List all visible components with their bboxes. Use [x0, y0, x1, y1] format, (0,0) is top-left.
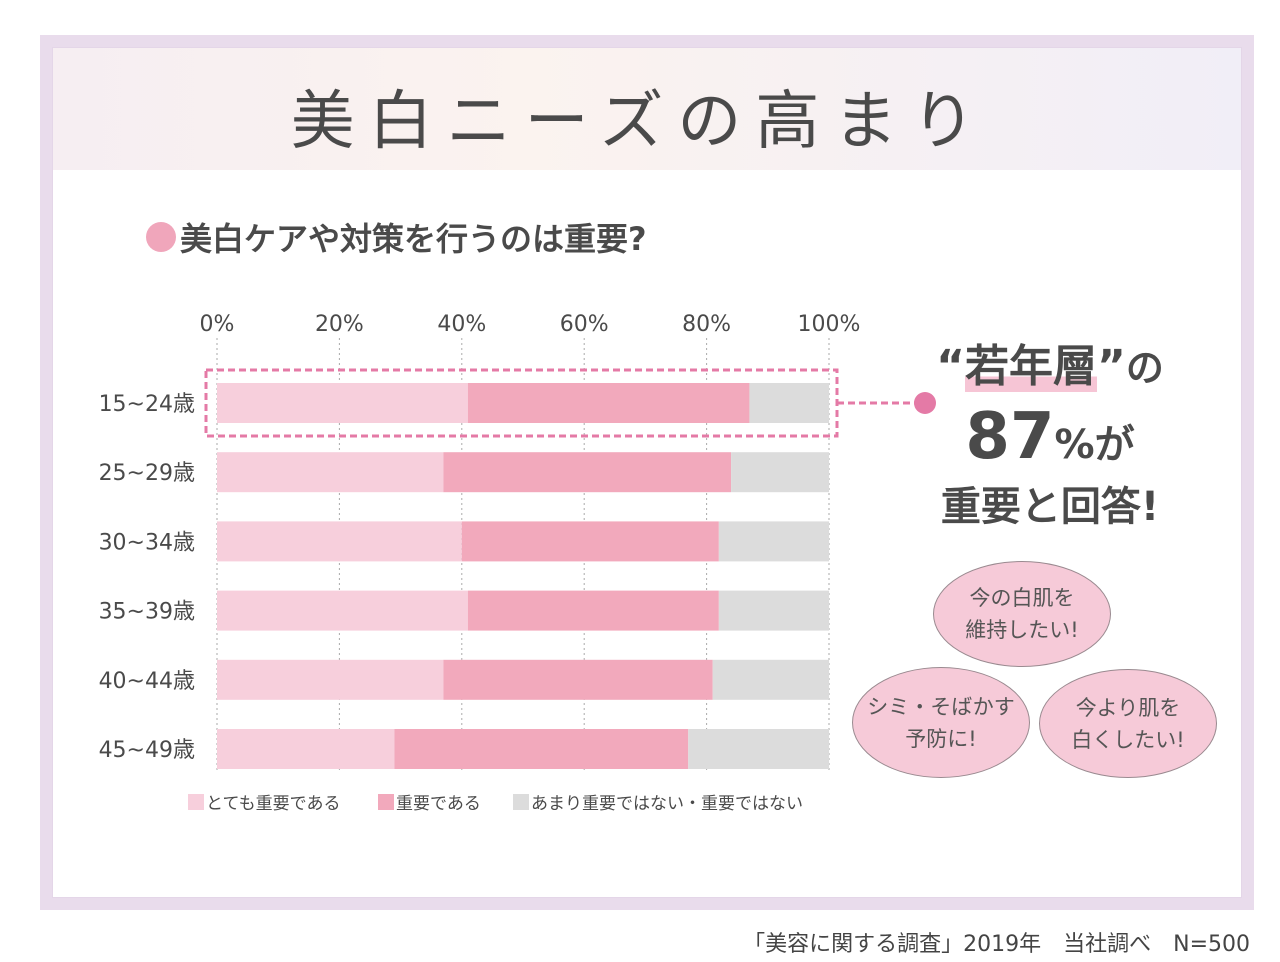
speech-bubble: 今の白肌を維持したい! — [933, 561, 1111, 667]
bar-segment — [731, 452, 829, 493]
bar-segment — [749, 383, 829, 423]
bar-segment — [718, 590, 829, 631]
speech-bubble: 今より肌を白くしたい! — [1039, 669, 1217, 778]
callout-suffix: の — [1125, 346, 1164, 390]
bar-segment — [217, 383, 468, 423]
bar-segment — [217, 521, 462, 562]
quote-close: ” — [1096, 341, 1126, 392]
subtitle-text: 美白ケアや対策を行うのは重要? — [180, 220, 647, 258]
bar-segment — [718, 521, 829, 562]
bullet-dot-icon — [146, 222, 176, 252]
y-category-label: 35~39歳 — [99, 600, 195, 625]
bar-segment — [461, 521, 719, 562]
bubble-text: シミ・そばかす — [867, 694, 1015, 719]
bubble-text: 白くしたい! — [1071, 727, 1185, 752]
bar-segment — [217, 590, 468, 631]
y-category-label: 45~49歳 — [99, 738, 195, 763]
title-band — [53, 48, 1241, 170]
callout-highlight-word: 若年層 — [964, 341, 1097, 392]
callout-line1: “若年層”の — [900, 330, 1200, 394]
x-tick-label: 100% — [798, 312, 861, 337]
page-title: 美白ニーズの高まり — [290, 85, 990, 159]
bubble-text: 予防に! — [905, 726, 977, 751]
x-tick-label: 20% — [315, 312, 364, 337]
bar-segment — [467, 590, 719, 631]
bar-segment — [217, 729, 395, 769]
bubble-text: 今の白肌を — [969, 586, 1075, 610]
legend-label: 重要である — [396, 794, 481, 814]
speech-bubble: シミ・そばかす 予防に! — [852, 667, 1030, 778]
source-footer: 「美容に関する調査」2019年 当社調べ N=500 — [743, 932, 1250, 957]
bar-segment — [217, 452, 444, 493]
y-category-label: 25~29歳 — [99, 461, 195, 486]
callout-line2: 87%が — [900, 400, 1200, 474]
y-category-label: 40~44歳 — [99, 669, 195, 694]
callout-line3: 重要と回答! — [940, 484, 1160, 530]
quote-open: “ — [936, 341, 965, 392]
bar-segment — [467, 383, 750, 423]
callout-dot — [914, 392, 936, 414]
legend-label: とても重要である — [206, 794, 340, 814]
x-tick-label: 0% — [200, 312, 235, 337]
x-tick-label: 40% — [437, 312, 486, 337]
bar-segment — [688, 729, 829, 769]
callout-number: 87 — [965, 400, 1055, 474]
y-category-label: 30~34歳 — [99, 530, 195, 555]
bar-segment — [443, 659, 713, 700]
bar-segment — [394, 729, 689, 769]
callout-percent: %が — [1054, 422, 1135, 468]
bubble-text: 維持したい! — [965, 618, 1079, 642]
bar-segment — [443, 452, 732, 493]
bar-segment — [217, 659, 444, 700]
bar-segment — [712, 659, 829, 700]
legend-swatch — [378, 794, 394, 810]
chart-subtitle: 美白ケアや対策を行うのは重要? — [146, 214, 647, 260]
y-category-label: 15~24歳 — [99, 392, 195, 417]
x-tick-label: 60% — [560, 312, 609, 337]
bubble-text: 今より肌を — [1075, 695, 1181, 720]
legend-swatch — [513, 794, 529, 810]
legend-label: あまり重要ではない・重要ではない — [531, 794, 803, 814]
legend-swatch — [188, 794, 204, 810]
x-tick-label: 80% — [682, 312, 731, 337]
